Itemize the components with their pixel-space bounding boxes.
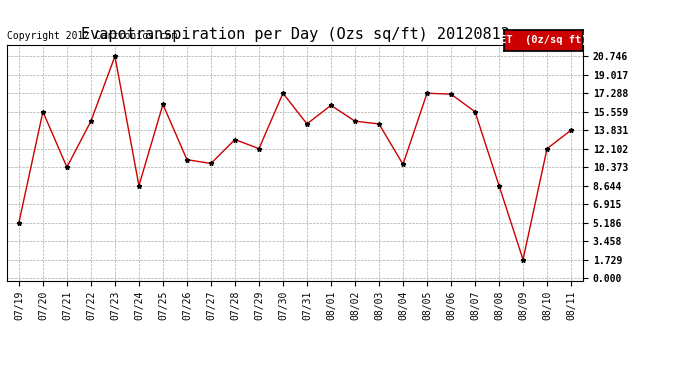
Text: Copyright 2012 Cartronics.com: Copyright 2012 Cartronics.com [7, 31, 177, 41]
Title: Evapotranspiration per Day (Ozs sq/ft) 20120812: Evapotranspiration per Day (Ozs sq/ft) 2… [81, 27, 509, 42]
Text: ET  (0z/sq ft): ET (0z/sq ft) [500, 35, 587, 45]
